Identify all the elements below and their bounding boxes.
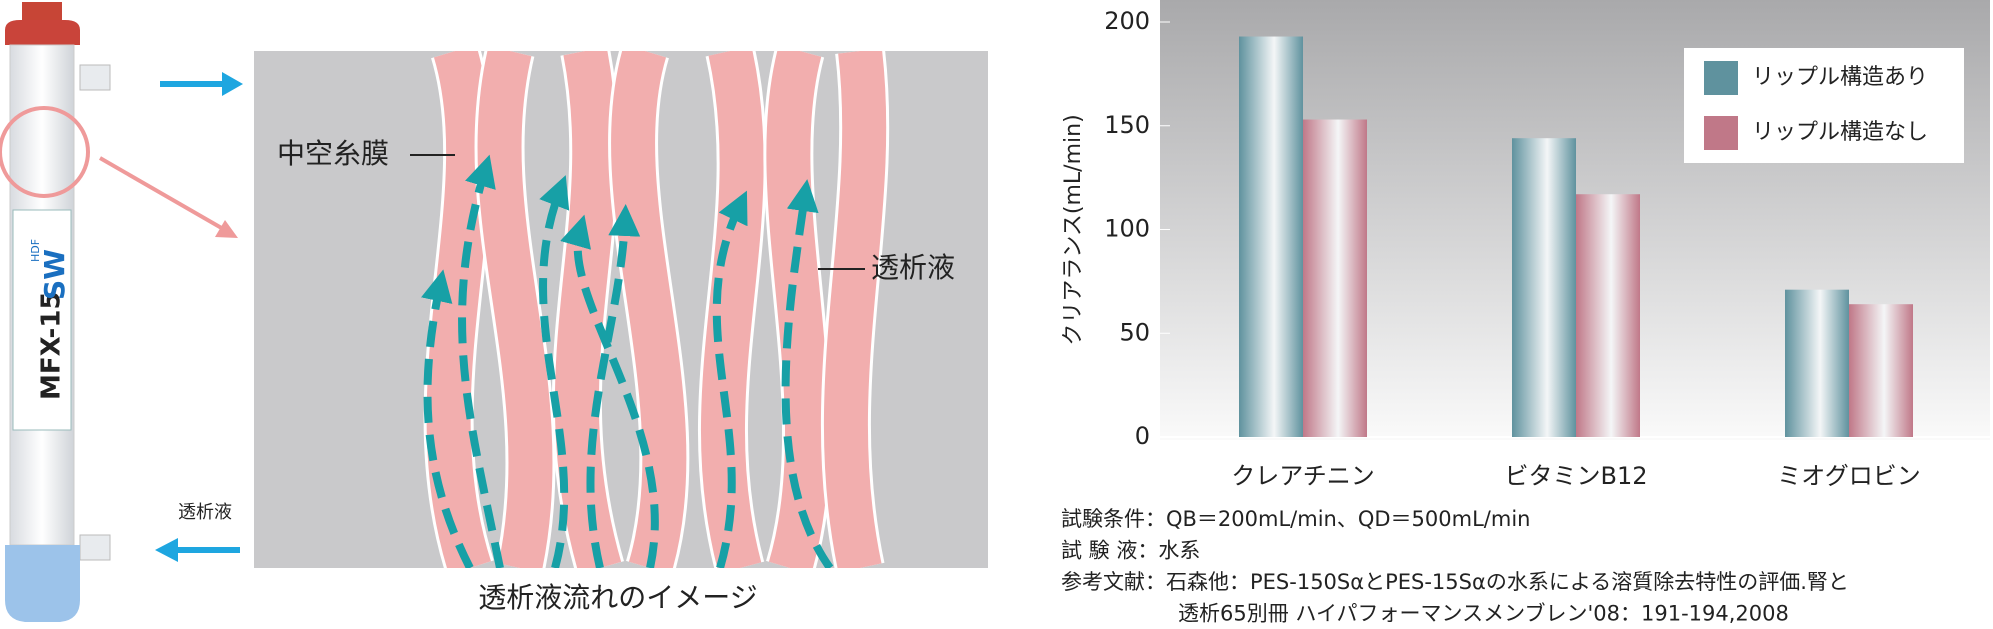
legend-label: リップル構造なし — [1752, 120, 1928, 145]
y-tick-label: 150 — [1104, 111, 1150, 139]
notes: 試験条件：QB＝200mL/min、QD＝500mL/min 試 験 液：水系参考… — [1061, 507, 1849, 626]
legend-label: リップル構造あり — [1752, 65, 1928, 90]
note-line: 参考文献：石森他：PES-150SαとPES-15Sαの水系による溶質除去特性の… — [1061, 570, 1849, 594]
membrane-label: 中空糸膜 — [277, 137, 389, 170]
device-model: SW — [38, 249, 71, 300]
bar — [1239, 36, 1303, 438]
y-axis-title: クリアランス(mL/min) — [1061, 114, 1086, 345]
legend-swatch — [1704, 61, 1738, 95]
note-line: 試 験 液：水系 — [1061, 539, 1200, 563]
fiber-image: 中空糸膜 透析液 透析液流れのイメージ — [254, 51, 988, 614]
note-line: 試験条件：QB＝200mL/min、QD＝500mL/min — [1061, 507, 1530, 531]
bar — [1849, 304, 1913, 437]
y-tick-label: 50 — [1119, 318, 1150, 346]
caption: 透析液流れのイメージ — [478, 581, 757, 614]
bar — [1303, 119, 1367, 438]
y-tick-label: 200 — [1104, 7, 1150, 35]
device-tag: HDF — [29, 239, 42, 262]
outlet-label: 透析液 — [178, 502, 232, 523]
legend-swatch — [1704, 116, 1738, 150]
dialysate-label: 透析液 — [871, 251, 955, 284]
device-label: MFX-15 — [37, 291, 67, 400]
x-tick-label: ビタミンB12 — [1504, 462, 1647, 490]
note-line: 透析65別冊 ハイパフォーマンスメンブレン'08：191-194,2008 — [1178, 602, 1789, 626]
bar — [1576, 194, 1640, 437]
x-tick-label: ミオグロビン — [1777, 462, 1921, 490]
y-tick-label: 100 — [1104, 215, 1150, 243]
x-tick-label: クレアチニン — [1231, 462, 1375, 490]
dialyzer: MFX-15 SW HDF 透析液 — [0, 2, 243, 622]
y-tick-label: 0 — [1135, 422, 1150, 450]
bar — [1512, 138, 1576, 437]
bar — [1785, 289, 1849, 437]
